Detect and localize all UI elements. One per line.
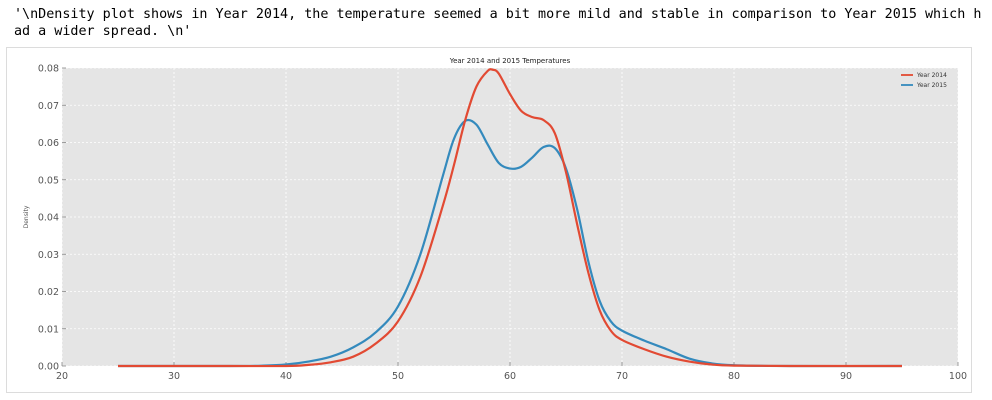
y-tick-label: 0.02 [38,287,59,298]
y-tick-label: 0.07 [38,101,59,112]
legend: Year 2014 Year 2015 [901,72,947,89]
y-axis-label: Density [23,205,30,228]
x-tick-label: 30 [168,371,180,382]
series-line-year-2014 [118,68,903,368]
x-tick-label: 20 [56,371,68,382]
x-tick-label: 80 [728,371,740,382]
chart-title: Year 2014 and 2015 Temperatures [449,57,571,65]
legend-label: Year 2014 [916,72,947,79]
series-line-year-2015 [117,118,903,368]
x-tick-label: 90 [840,371,852,382]
y-tick-label: 0.03 [38,250,59,261]
y-tick-label: 0.06 [38,138,59,149]
x-tick-label: 100 [949,371,967,382]
y-tick-label: 0.01 [38,324,59,335]
series-lines [117,68,903,368]
y-tick-label: 0.04 [38,213,59,224]
y-tick-label: 0.08 [38,64,59,75]
output-text: '\nDensity plot shows in Year 2014, the … [14,7,982,39]
x-tick-label: 50 [392,371,404,382]
figure-frame: 20 30 40 50 60 70 80 90 100 0.00 0.01 0.02 0.03 0.04 0… [6,47,972,393]
x-tick-label: 70 [616,371,628,382]
x-tick-label: 40 [280,371,292,382]
y-tick-label: 0.00 [38,362,59,373]
density-chart: 20 30 40 50 60 70 80 90 100 0.00 0.01 0.02 0.03 0.04 0… [23,57,967,383]
y-tick-label: 0.05 [38,175,59,186]
axes: 20 30 40 50 60 70 80 90 100 0.00 0.01 0.02 0.03 0.04 0… [38,64,967,383]
legend-label: Year 2015 [916,82,947,89]
x-tick-label: 60 [504,371,516,382]
